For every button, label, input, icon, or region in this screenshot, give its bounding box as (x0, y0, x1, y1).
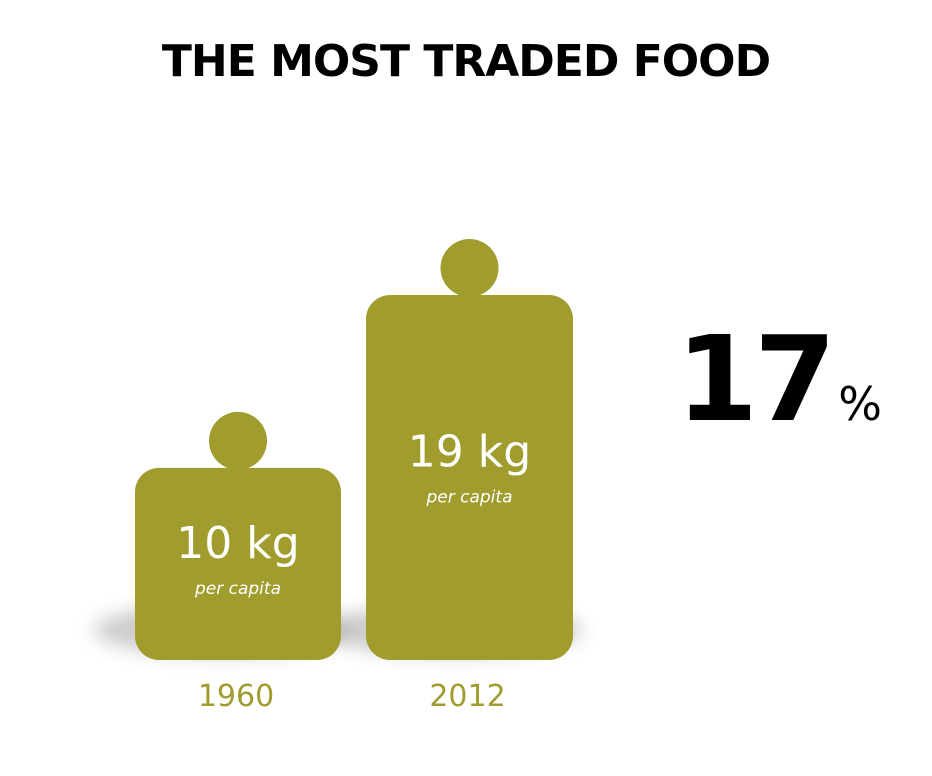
weight-knob-2012 (440, 239, 499, 297)
weight-bar-1960 (135, 467, 341, 660)
weight-labels: 10 kg per capita 1960 19 kg per capita 2012 (176, 427, 531, 714)
year-label-2012: 2012 (429, 679, 505, 714)
weight-bar-2012 (366, 295, 573, 660)
growth-percent-unit: % (838, 377, 882, 431)
chart-title: THE MOST TRADED FOOD (161, 36, 771, 87)
growth-percent: 17 % (676, 320, 882, 438)
year-label-1960: 1960 (198, 679, 274, 714)
value-label-2012: 19 kg (408, 427, 531, 478)
per-capita-label-1960: per capita (194, 579, 281, 599)
value-label-1960: 10 kg (176, 518, 299, 569)
weight-bars (135, 239, 573, 660)
growth-percent-value: 17 (676, 310, 836, 448)
weight-knob-1960 (209, 411, 267, 470)
per-capita-label-2012: per capita (425, 488, 512, 508)
